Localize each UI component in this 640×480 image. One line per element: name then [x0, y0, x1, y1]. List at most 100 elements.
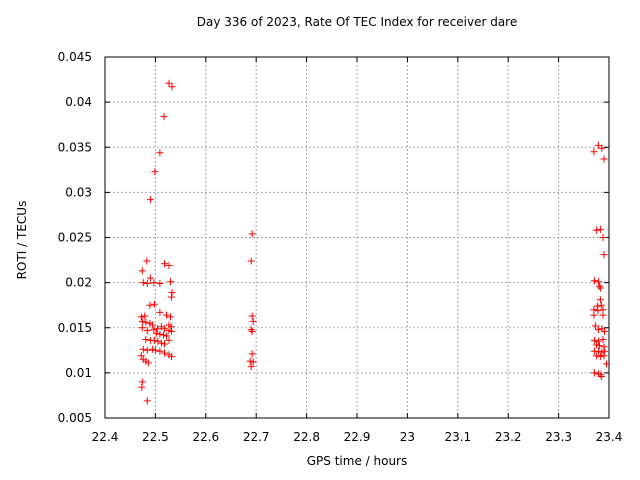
data-point-marker	[248, 312, 256, 320]
chart-title: Day 336 of 2023, Rate Of TEC Index for r…	[196, 15, 518, 29]
data-point-marker	[154, 337, 162, 345]
data-point-marker	[590, 369, 598, 377]
data-point-marker	[150, 300, 158, 308]
data-point-marker	[601, 327, 608, 335]
data-point-marker	[156, 308, 164, 316]
data-point-marker	[595, 342, 603, 350]
data-point-marker	[247, 363, 255, 371]
data-point-marker	[138, 267, 146, 275]
y-tick-label: 0.015	[58, 321, 92, 335]
data-point-marker	[161, 349, 168, 357]
data-point-marker	[143, 397, 151, 405]
x-tick-label: 22.4	[92, 430, 119, 444]
y-tick-labels: 0.005 0.01 0.015 0.02 0.025 0.03 0.035 0.04 0.04…	[58, 50, 92, 425]
x-tick-label: 23.4	[596, 430, 623, 444]
data-point-marker	[596, 225, 604, 233]
data-point-marker	[590, 336, 598, 344]
y-tick-label: 0.045	[58, 50, 92, 64]
data-point-marker	[600, 352, 608, 360]
data-point-marker	[148, 345, 156, 353]
data-point-marker	[165, 336, 173, 344]
data-point-marker	[157, 339, 165, 347]
data-point-marker	[160, 113, 168, 121]
data-point-marker	[161, 260, 168, 268]
data-point-marker	[152, 329, 160, 337]
x-tick-label: 22.9	[344, 430, 371, 444]
data-point-marker	[248, 327, 256, 335]
y-tick-label: 0.025	[58, 231, 92, 245]
data-point-marker	[165, 79, 173, 87]
data-point-marker	[142, 318, 150, 326]
data-point-marker	[146, 301, 154, 309]
data-point-marker	[596, 353, 604, 361]
x-tick-label: 23	[400, 430, 415, 444]
data-point-marker	[603, 360, 610, 368]
data-point-marker	[594, 307, 602, 315]
data-point-marker	[592, 352, 600, 360]
x-tick-label: 22.8	[293, 430, 320, 444]
data-point-marker	[597, 301, 605, 309]
data-point-marker	[138, 317, 146, 325]
data-point-marker	[151, 346, 159, 354]
data-point-marker	[595, 282, 603, 290]
grid-lines	[104, 56, 610, 419]
data-point-marker	[137, 352, 145, 360]
data-point-marker	[168, 353, 175, 361]
data-point-marker	[247, 257, 255, 265]
data-point-marker	[161, 325, 168, 333]
data-point-marker	[248, 350, 256, 358]
data-point-marker	[157, 323, 165, 331]
y-tick-label: 0.005	[58, 411, 92, 425]
data-point-marker	[150, 336, 158, 344]
data-point-marker	[594, 337, 602, 345]
data-point-marker	[168, 83, 176, 91]
data-point-marker	[590, 311, 598, 319]
data-point-marker	[139, 279, 147, 287]
x-tick-label: 22.6	[192, 430, 219, 444]
data-point-marker	[153, 325, 161, 333]
data-point-marker	[249, 358, 257, 366]
data-point-marker	[138, 383, 146, 391]
data-point-marker	[167, 313, 174, 321]
data-point-marker	[146, 196, 154, 204]
data-point-marker	[592, 226, 600, 234]
data-point-marker	[600, 155, 608, 163]
data-point-marker	[598, 144, 606, 152]
data-point-marker	[146, 274, 154, 282]
data-point-marker	[150, 279, 158, 287]
data-point-marker	[167, 278, 174, 286]
data-point-marker	[141, 312, 149, 320]
y-tick-label: 0.04	[65, 95, 92, 109]
data-point-marker	[156, 347, 164, 355]
data-point-marker	[161, 340, 168, 348]
data-point-marker	[591, 322, 599, 330]
data-point-marker	[590, 148, 598, 156]
x-tick-label: 23.2	[495, 430, 522, 444]
data-point-marker	[165, 262, 173, 269]
data-point-marker	[594, 347, 602, 355]
data-point-marker	[143, 257, 151, 265]
data-point-marker	[163, 311, 170, 319]
data-point-marker	[143, 327, 151, 334]
data-point-marker	[249, 317, 257, 325]
data-point-marker	[143, 346, 151, 354]
y-tick-label: 0.02	[65, 276, 92, 290]
data-points	[137, 79, 610, 405]
data-point-marker	[599, 311, 607, 319]
x-tick-label: 22.5	[142, 430, 169, 444]
x-tick-label: 22.7	[243, 430, 270, 444]
y-tick-label: 0.03	[65, 185, 92, 199]
plot-border	[104, 56, 610, 419]
data-point-marker	[246, 357, 254, 365]
data-point-marker	[148, 321, 156, 329]
data-point-marker	[168, 327, 175, 335]
data-point-marker	[138, 324, 146, 332]
data-point-marker	[594, 326, 602, 334]
data-point-marker	[596, 296, 604, 304]
data-point-marker	[248, 230, 256, 238]
data-point-marker	[597, 373, 605, 380]
data-point-marker	[156, 149, 164, 157]
data-point-marker	[151, 168, 159, 176]
data-point-marker	[156, 330, 164, 338]
